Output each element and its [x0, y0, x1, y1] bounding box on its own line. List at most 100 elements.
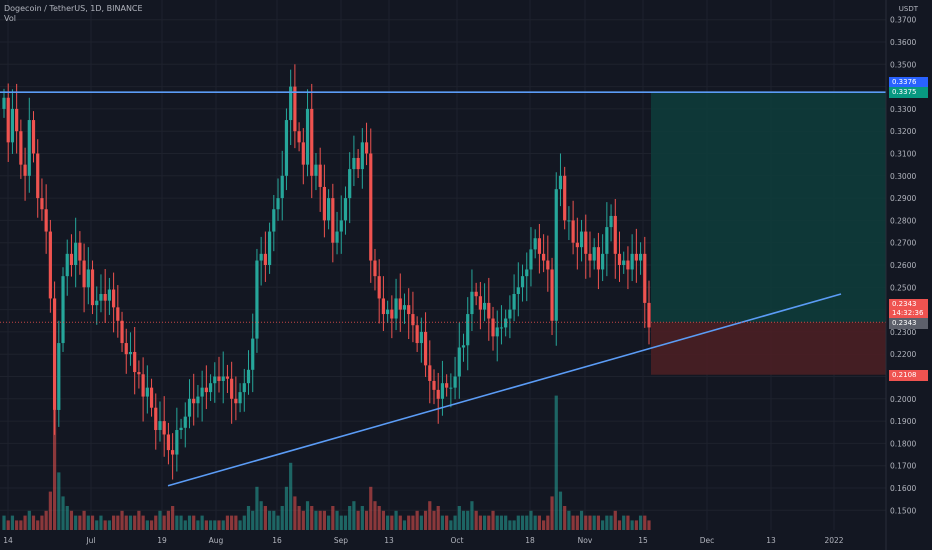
volume-bar — [634, 520, 638, 530]
volume-bar — [348, 506, 352, 530]
volume-bar — [124, 515, 128, 530]
candle-body — [221, 376, 225, 381]
price-tick-label: 0.1900 — [890, 417, 916, 426]
candle-body — [267, 231, 272, 265]
volume-bar — [293, 496, 297, 530]
volume-bar — [487, 515, 491, 530]
volume-bar — [246, 506, 251, 530]
candle-body — [86, 269, 90, 288]
candle-body — [491, 318, 495, 337]
axis-unit-label: USDT — [898, 5, 918, 13]
candle-body — [217, 376, 221, 381]
candle-body — [423, 331, 428, 366]
volume-bar — [61, 496, 65, 530]
volume-label: Vol — [4, 14, 16, 23]
volume-bar — [52, 410, 57, 530]
stop-zone — [651, 322, 886, 375]
volume-bar — [276, 515, 280, 530]
target-zone — [651, 92, 886, 323]
time-tick-label: 16 — [272, 536, 282, 545]
volume-bar — [478, 515, 482, 530]
volume-bar — [120, 510, 124, 530]
candle-body — [352, 157, 356, 170]
volume-bar — [390, 515, 394, 530]
candle-body — [327, 198, 331, 221]
volume-bar — [520, 515, 525, 530]
candle-body — [596, 247, 601, 270]
volume-bar — [149, 520, 154, 530]
volume-bar — [318, 510, 322, 530]
candle-body — [390, 309, 394, 319]
volume-bar — [461, 510, 466, 530]
time-tick-label: Nov — [578, 536, 593, 545]
volume-bar — [339, 515, 343, 530]
volume-bar — [310, 506, 314, 530]
candle-body — [23, 164, 27, 176]
candle-body — [478, 296, 482, 310]
volume-bar — [19, 520, 23, 530]
volume-bar — [567, 510, 571, 530]
candle-body — [44, 209, 48, 232]
volume-bar — [192, 515, 196, 530]
volume-bar — [158, 510, 162, 530]
candle-body — [584, 231, 588, 254]
volume-bar — [381, 510, 386, 530]
candle-body — [453, 376, 457, 388]
volume-bar — [15, 520, 19, 530]
volume-bar — [255, 486, 259, 530]
candle-body — [204, 387, 208, 393]
candle-body — [27, 120, 31, 176]
candle-body — [373, 260, 377, 277]
trendline[interactable] — [167, 293, 842, 487]
volume-bar — [445, 515, 449, 530]
candle-body — [601, 253, 605, 270]
volume-bar — [402, 520, 407, 530]
candle-body — [90, 269, 95, 306]
candle-body — [466, 314, 470, 346]
volume-bar — [74, 515, 78, 530]
candle-body — [272, 209, 276, 232]
volume-bar — [280, 506, 284, 530]
volume-bar — [57, 472, 61, 530]
candle-body — [289, 86, 293, 121]
volume-bar — [31, 515, 36, 530]
volume-bar — [238, 520, 242, 530]
time-tick-label: Aug — [209, 536, 224, 545]
candle-body — [482, 302, 487, 310]
candle-body — [6, 97, 10, 143]
bar-countdown: 14:32:36 — [889, 308, 928, 319]
candle-body — [470, 291, 474, 315]
volume-bar — [90, 515, 95, 530]
volume-bar — [65, 506, 69, 530]
time-axis[interactable]: 14 Jul 19 Aug 16 Sep 13 Oct 18 Nov 15 Dec 13 2022 — [3, 536, 844, 545]
candle-body — [529, 249, 533, 270]
volume-bar — [162, 515, 166, 530]
volume-bar — [504, 515, 508, 530]
candle-body — [238, 392, 242, 404]
volume-bar — [571, 515, 575, 530]
volume-bar — [601, 520, 605, 530]
candle-body — [563, 175, 567, 221]
volume-bar — [542, 520, 546, 530]
candle-body — [145, 387, 149, 397]
candle-body — [2, 97, 6, 109]
candle-body — [124, 343, 128, 355]
volume-bar — [579, 510, 584, 530]
volume-bar — [537, 515, 541, 530]
volume-bar — [116, 515, 120, 530]
volume-bar — [272, 510, 276, 530]
volume-bar — [128, 515, 133, 530]
candle-body — [74, 242, 78, 265]
volume-bar — [297, 506, 301, 530]
volume-bar — [289, 462, 293, 530]
price-axis[interactable]: 0.37000.36000.35000.34000.33000.32000.31… — [890, 16, 916, 516]
candle-body — [516, 287, 520, 294]
candle-body — [196, 396, 200, 404]
volume-bar — [630, 520, 634, 530]
volume-bar — [415, 510, 419, 530]
symbol-title[interactable]: Dogecoin / TetherUS, 1D, BINANCE — [4, 4, 143, 13]
volume-bar — [529, 510, 533, 530]
target-price-tag: 0.3375 — [889, 87, 928, 98]
volume-bar — [103, 520, 107, 530]
